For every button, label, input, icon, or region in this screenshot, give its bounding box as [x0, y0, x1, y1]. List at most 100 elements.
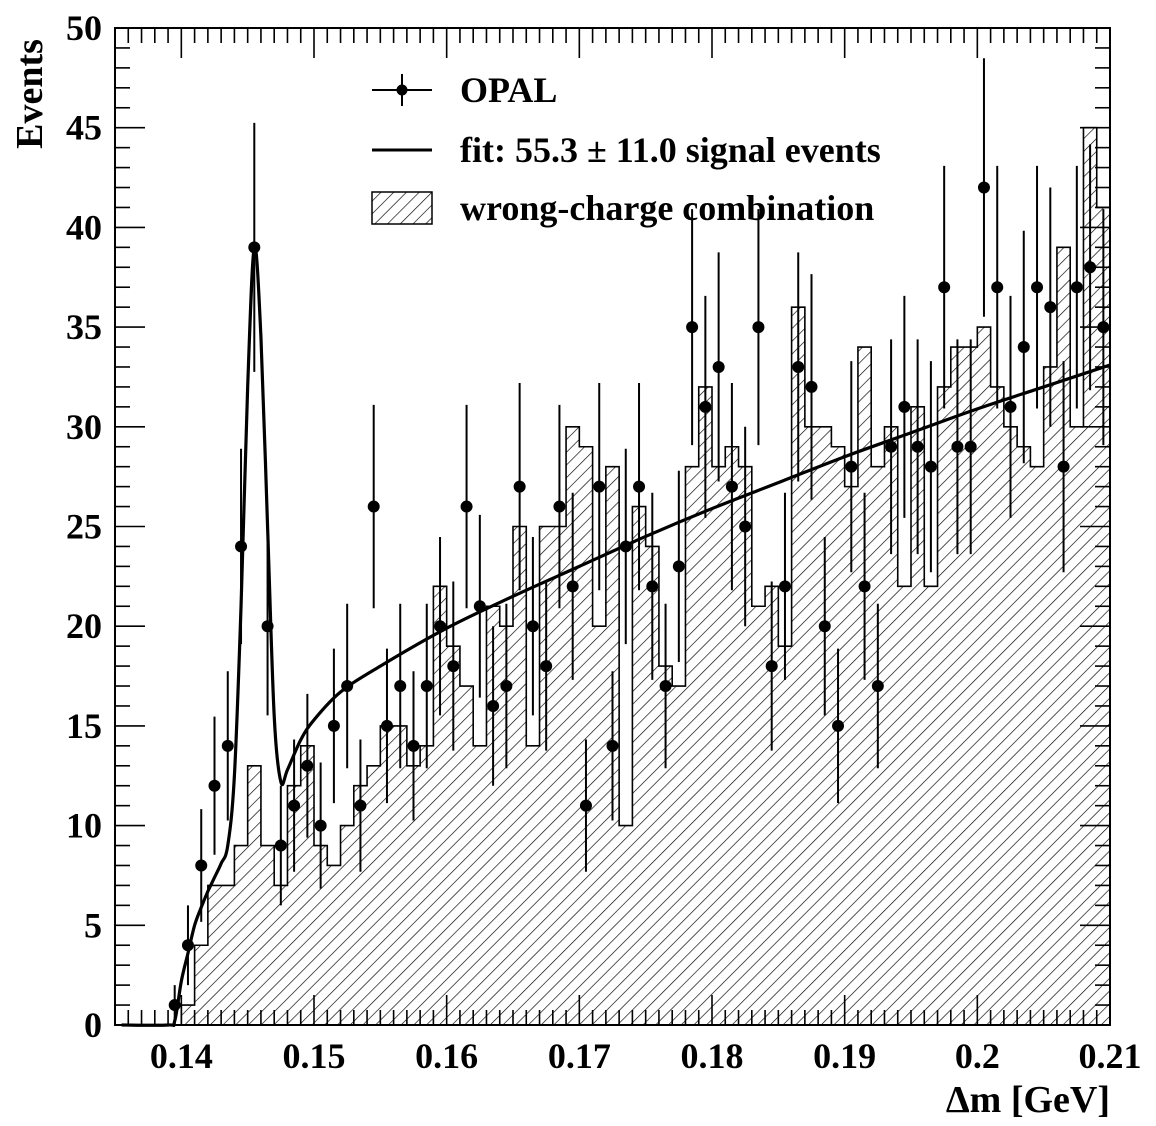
data-point — [752, 209, 765, 446]
data-point-marker — [1057, 460, 1070, 473]
data-point-marker — [951, 440, 964, 453]
data-point-marker — [500, 680, 513, 693]
data-point-marker — [553, 500, 566, 513]
data-point-marker — [327, 719, 340, 732]
data-point — [473, 514, 486, 698]
data-point — [1017, 230, 1030, 464]
data-point — [712, 252, 725, 482]
data-point-marker — [686, 321, 699, 334]
data-point-marker — [407, 739, 420, 752]
data-point — [818, 537, 831, 716]
data-point — [898, 295, 911, 518]
y-tick-label: 40 — [66, 207, 102, 247]
data-point — [686, 209, 699, 446]
data-point-marker — [911, 440, 924, 453]
data-point — [593, 383, 606, 591]
data-point-marker — [712, 360, 725, 373]
data-point — [526, 537, 539, 716]
y-tick-label: 5 — [84, 905, 102, 945]
y-tick-label: 25 — [66, 507, 102, 547]
data-point — [951, 339, 964, 555]
data-point-marker — [885, 440, 898, 453]
data-point — [261, 537, 274, 716]
data-point — [871, 603, 884, 769]
legend-data-marker-dot — [396, 84, 408, 96]
data-point — [964, 339, 977, 555]
data-point — [739, 426, 752, 627]
data-point-marker — [1004, 400, 1017, 413]
data-point — [487, 626, 500, 786]
data-point — [646, 492, 659, 680]
data-point-marker — [288, 799, 301, 812]
data-point-marker — [168, 999, 181, 1012]
data-point — [858, 492, 871, 680]
data-point-marker — [977, 181, 990, 194]
data-point-marker — [924, 460, 937, 473]
data-point — [805, 274, 818, 500]
data-point-marker — [938, 281, 951, 294]
data-point — [407, 671, 420, 821]
data-point — [221, 671, 234, 821]
data-point-marker — [646, 580, 659, 593]
data-point-marker — [818, 620, 831, 633]
data-point — [248, 122, 261, 372]
data-point-marker — [513, 480, 526, 493]
data-point-marker — [394, 680, 407, 693]
data-point-marker — [195, 859, 208, 872]
data-point-marker — [1031, 281, 1044, 294]
data-point — [619, 448, 632, 645]
data-point — [1057, 361, 1070, 573]
data-point-marker — [380, 719, 393, 732]
data-point-marker — [1084, 261, 1097, 274]
data-point-marker — [261, 620, 274, 633]
data-point — [938, 165, 951, 409]
data-point-marker — [964, 440, 977, 453]
data-point-marker — [619, 540, 632, 553]
data-point-marker — [314, 819, 327, 832]
data-point-marker — [434, 620, 447, 633]
data-point — [168, 985, 181, 1025]
y-tick-label: 0 — [84, 1005, 102, 1045]
data-point-marker — [473, 600, 486, 613]
data-point — [579, 739, 592, 872]
data-point — [235, 448, 248, 645]
data-point-marker — [341, 680, 354, 693]
data-point — [924, 361, 937, 573]
data-point — [341, 603, 354, 769]
legend-label-fit: fit: 55.3 ± 11.0 signal events — [460, 130, 881, 170]
data-point-marker — [765, 660, 778, 673]
data-point — [513, 383, 526, 591]
legend-label-data: OPAL — [460, 70, 557, 110]
legend: OPAL fit: 55.3 ± 11.0 signal events wron… — [371, 70, 881, 228]
data-point — [208, 716, 221, 855]
legend-hatch-box — [371, 191, 433, 225]
data-point-marker — [778, 580, 791, 593]
data-point-marker — [858, 580, 871, 593]
data-point-marker — [208, 779, 221, 792]
data-point — [420, 603, 433, 769]
data-point — [765, 581, 778, 751]
data-point — [327, 648, 340, 804]
y-tick-label: 10 — [66, 806, 102, 846]
y-tick-label: 50 — [66, 8, 102, 48]
data-point-marker — [1044, 301, 1057, 314]
data-point — [1031, 165, 1044, 409]
fit-curve — [121, 244, 1111, 1028]
data-point — [314, 762, 327, 889]
data-point — [911, 339, 924, 555]
y-tick-label: 15 — [66, 706, 102, 746]
data-point — [991, 165, 1004, 409]
data-point-marker — [672, 560, 685, 573]
data-point-marker — [633, 480, 646, 493]
data-point-marker — [725, 480, 738, 493]
data-point — [1044, 187, 1057, 427]
data-point-marker — [181, 939, 194, 952]
data-point-marker — [447, 660, 460, 673]
data-point — [725, 383, 738, 591]
data-points — [168, 58, 1110, 1025]
data-point — [434, 537, 447, 716]
data-point-marker — [540, 660, 553, 673]
legend-label-background: wrong-charge combination — [460, 188, 874, 228]
data-point — [606, 671, 619, 821]
